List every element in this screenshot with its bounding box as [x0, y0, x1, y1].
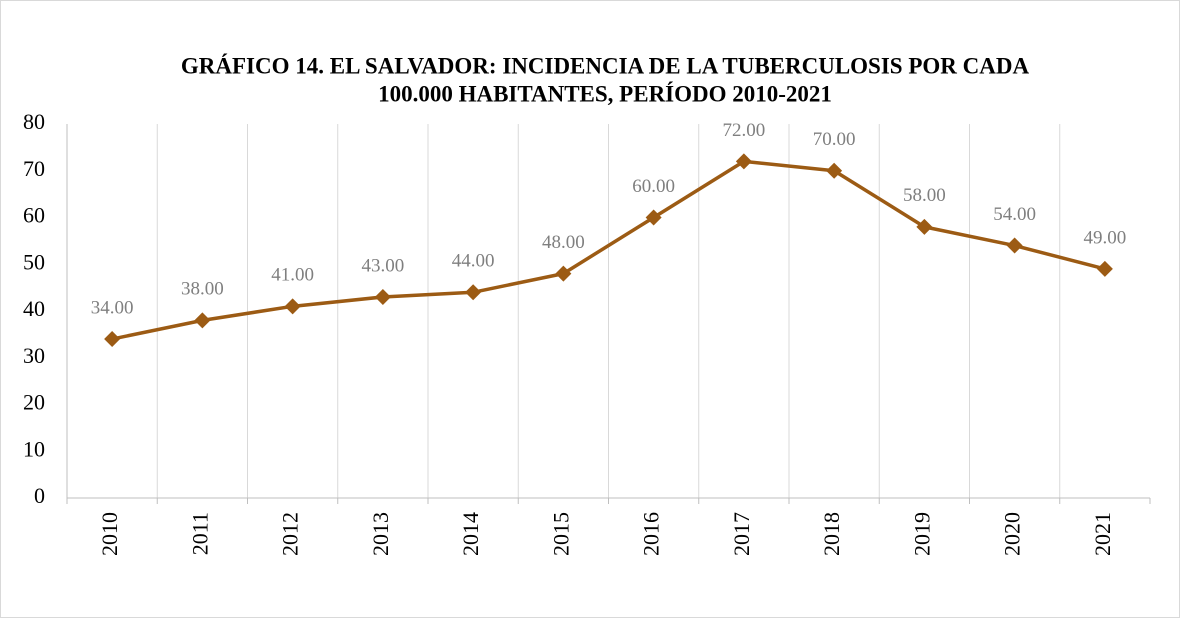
- x-tick-label: 2011: [187, 512, 212, 555]
- point-marker: [916, 218, 933, 235]
- x-tick-label: 2012: [278, 512, 303, 556]
- data-label: 60.00: [632, 176, 675, 197]
- point-marker: [104, 331, 121, 348]
- y-tick-label: 40: [23, 296, 45, 321]
- y-tick-label: 80: [23, 109, 45, 134]
- data-label: 54.00: [993, 204, 1036, 225]
- data-label: 49.00: [1084, 227, 1127, 248]
- data-label: 44.00: [452, 251, 495, 272]
- y-tick-label: 10: [23, 436, 45, 461]
- point-marker: [735, 153, 752, 170]
- x-tick-label: 2020: [1000, 512, 1025, 556]
- x-tick-label: 2017: [729, 512, 754, 556]
- x-tick-label: 2021: [1090, 512, 1115, 556]
- data-label: 72.00: [723, 120, 766, 141]
- line-series: [111, 159, 1106, 341]
- point-marker: [465, 284, 482, 301]
- point-marker: [374, 288, 391, 305]
- data-label: 41.00: [271, 265, 314, 286]
- point-marker: [645, 209, 662, 226]
- x-tick-label: 2013: [368, 512, 393, 556]
- chart-title: 100.000 HABITANTES, PERÍODO 2010-2021: [378, 81, 832, 106]
- x-tick-label: 2018: [819, 512, 844, 556]
- point-marker: [194, 312, 211, 329]
- y-tick-label: 0: [34, 483, 45, 508]
- y-tick-label: 60: [23, 203, 45, 228]
- point-marker: [555, 265, 572, 282]
- x-tick-label: 2015: [548, 512, 573, 556]
- point-marker: [826, 162, 843, 179]
- data-label: 38.00: [181, 279, 224, 300]
- data-label: 43.00: [362, 255, 405, 276]
- data-label: 48.00: [542, 232, 585, 253]
- point-marker: [1006, 237, 1023, 254]
- y-tick-label: 30: [23, 343, 45, 368]
- y-tick-label: 70: [23, 156, 45, 181]
- y-tick-label: 50: [23, 249, 45, 274]
- x-tick-label: 2010: [97, 512, 122, 556]
- data-label: 34.00: [91, 297, 134, 318]
- x-tick-label: 2019: [909, 512, 934, 556]
- data-label: 58.00: [903, 185, 946, 206]
- point-marker: [284, 298, 301, 315]
- point-marker: [1096, 260, 1113, 277]
- x-tick-label: 2016: [639, 512, 664, 556]
- x-tick-label: 2014: [458, 512, 483, 556]
- chart-title: GRÁFICO 14. EL SALVADOR: INCIDENCIA DE L…: [181, 53, 1030, 78]
- data-label: 70.00: [813, 129, 856, 150]
- y-tick-label: 20: [23, 390, 45, 415]
